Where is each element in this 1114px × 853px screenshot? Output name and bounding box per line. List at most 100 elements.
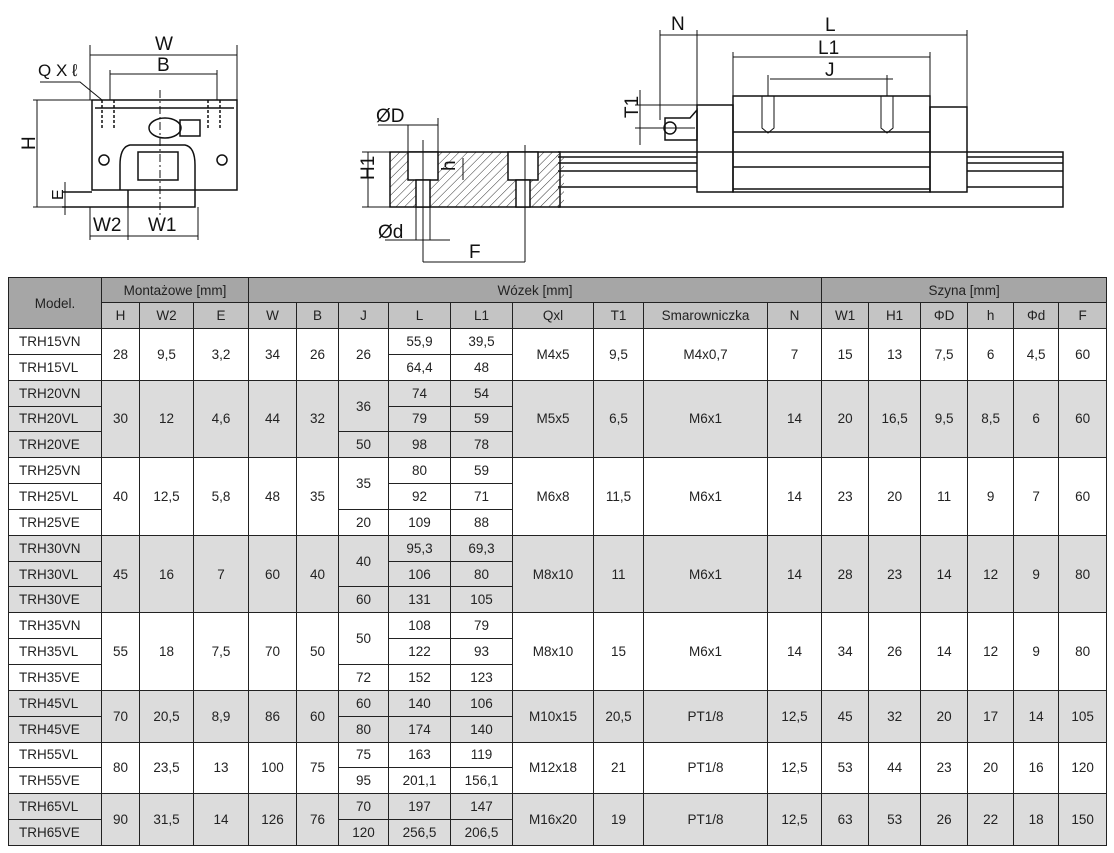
model-cell: TRH30VN bbox=[8, 534, 102, 562]
cell-e: 7 bbox=[193, 534, 249, 614]
cell-j: 120 bbox=[338, 819, 389, 846]
cell-l: 106 bbox=[388, 560, 451, 588]
cell-smarowniczka: M4x0,7 bbox=[643, 328, 768, 381]
cell-qxl: M12x18 bbox=[512, 741, 594, 795]
cell-f: 80 bbox=[1058, 534, 1108, 614]
cell-j: 50 bbox=[338, 612, 389, 665]
header-model: Model. bbox=[8, 277, 102, 329]
cell-h: 40 bbox=[101, 457, 140, 536]
model-cell: TRH30VL bbox=[8, 560, 102, 588]
model-cell: TRH20VL bbox=[8, 405, 102, 433]
cell-w: 126 bbox=[248, 793, 297, 846]
cell-h: 6 bbox=[967, 328, 1015, 381]
cell-rh1: 16,5 bbox=[868, 379, 922, 459]
table-row: TRH45VE 80 174 140 bbox=[8, 715, 1107, 743]
cell-w: 100 bbox=[248, 741, 297, 795]
specification-table: Model. Montażowe [mm] Wózek [mm] Szyna [… bbox=[8, 277, 1108, 846]
cell-e: 14 bbox=[193, 793, 249, 846]
cell-qxl: M10x15 bbox=[512, 689, 594, 743]
cell-w2: 18 bbox=[139, 612, 194, 691]
cell-qxl: M16x20 bbox=[512, 793, 594, 846]
model-group: TRH55VL 80 23,5 13 100 75 75 163 119 M12x18 21 PT1/… bbox=[8, 741, 1108, 795]
cell-j: 72 bbox=[338, 663, 389, 691]
cell-b: 32 bbox=[296, 379, 339, 459]
column-header: Qxl bbox=[512, 302, 594, 329]
cell-h: 90 bbox=[101, 793, 140, 846]
label-L1: L1 bbox=[818, 38, 839, 59]
cell-w: 70 bbox=[248, 612, 297, 691]
cell-l1: 156,1 bbox=[450, 767, 513, 795]
model-group: TRH25VN 40 12,5 5,8 48 35 35 80 59 M6x8 11,5 M6x1 14… bbox=[8, 457, 1108, 536]
cell-l: 152 bbox=[388, 663, 451, 691]
label-T1: T1 bbox=[622, 96, 643, 118]
cell-h: 17 bbox=[967, 689, 1015, 743]
cell-b: 50 bbox=[296, 612, 339, 691]
column-header: E bbox=[193, 302, 249, 329]
model-group: TRH65VL 90 31,5 14 126 76 70 197 147 M16x20 19 PT1/… bbox=[8, 793, 1108, 846]
cell-l1: 105 bbox=[450, 586, 513, 614]
column-header: Smarowniczka bbox=[643, 302, 768, 329]
cell-l: 98 bbox=[388, 431, 451, 459]
cell-w: 48 bbox=[248, 457, 297, 536]
cell-w2: 9,5 bbox=[139, 328, 194, 381]
model-group: TRH20VN 30 12 4,6 44 32 36 74 54 M5x5 6,5 M6x1 14 20 1… bbox=[8, 379, 1108, 459]
cell-f: 105 bbox=[1058, 689, 1108, 743]
cell-phid: 14 bbox=[920, 534, 969, 614]
cell-phid: 11 bbox=[920, 457, 969, 536]
cell-l1: 206,5 bbox=[450, 819, 513, 846]
table-row: TRH35VE 72 152 123 bbox=[8, 663, 1107, 691]
cell-phid: 26 bbox=[920, 793, 969, 846]
model-group: TRH35VN 55 18 7,5 70 50 50 108 79 M8x10 15 M6x1 14 34… bbox=[8, 612, 1108, 691]
column-header: J bbox=[338, 302, 389, 329]
cell-rh1: 32 bbox=[868, 689, 922, 743]
cell-l: 80 bbox=[388, 457, 451, 485]
cell-l: 64,4 bbox=[388, 353, 451, 381]
model-cell: TRH15VN bbox=[8, 328, 102, 355]
table-row: TRH20VE 50 98 78 bbox=[8, 431, 1107, 459]
cell-l1: 54 bbox=[450, 379, 513, 407]
side-view-drawing bbox=[556, 30, 1064, 208]
column-header: H bbox=[101, 302, 140, 329]
cell-l: 74 bbox=[388, 379, 451, 407]
cell-w: 34 bbox=[248, 328, 297, 381]
cell-w2: 20,5 bbox=[139, 689, 194, 743]
cell-rh1: 53 bbox=[868, 793, 922, 846]
cell-smarowniczka: PT1/8 bbox=[643, 793, 768, 846]
rail-section-drawing bbox=[362, 118, 561, 263]
cell-h: 28 bbox=[101, 328, 140, 381]
table-row: TRH20VN 30 12 4,6 44 32 36 74 54 M5x5 6,5 M6x1 14 20 1… bbox=[8, 379, 1108, 459]
table-row: TRH65VL 90 31,5 14 126 76 70 197 147 M16x20 19 PT1/… bbox=[8, 793, 1108, 846]
table-row: TRH15VN 28 9,5 3,2 34 26 26 55,9 39,5 M4x5 9,5 M4x0… bbox=[8, 328, 1108, 381]
cell-qxl: M6x8 bbox=[512, 457, 594, 536]
cell-t1: 11,5 bbox=[593, 457, 644, 536]
model-cell: TRH35VN bbox=[8, 612, 102, 640]
cell-l1: 93 bbox=[450, 638, 513, 665]
cell-phid: 18 bbox=[1013, 793, 1060, 846]
cell-h: 8,5 bbox=[967, 379, 1015, 459]
label-J: J bbox=[825, 60, 835, 81]
cell-l1: 147 bbox=[450, 793, 513, 821]
cell-l1: 39,5 bbox=[450, 328, 513, 355]
cell-l1: 123 bbox=[450, 663, 513, 691]
cell-rw1: 63 bbox=[821, 793, 870, 846]
cell-phid: 14 bbox=[1013, 689, 1060, 743]
cell-l: 95,3 bbox=[388, 534, 451, 562]
cell-j: 80 bbox=[338, 715, 389, 743]
label-QxL: Q X ℓ bbox=[38, 61, 78, 80]
table-row: TRH25VN 40 12,5 5,8 48 35 35 80 59 M6x8 11,5 M6x1 14… bbox=[8, 457, 1108, 536]
cell-j: 20 bbox=[338, 508, 389, 536]
cell-phid: 20 bbox=[920, 689, 969, 743]
model-cell: TRH45VE bbox=[8, 715, 102, 743]
cell-rh1: 44 bbox=[868, 741, 922, 795]
cell-l: 108 bbox=[388, 612, 451, 640]
table-row: TRH30VE 60 131 105 bbox=[8, 586, 1107, 614]
label-OD: ØD bbox=[376, 106, 405, 127]
cell-rw1: 45 bbox=[821, 689, 870, 743]
table-row: TRH35VN 55 18 7,5 70 50 50 108 79 M8x10 15 M6x1 14 34… bbox=[8, 612, 1108, 691]
cell-l: 55,9 bbox=[388, 328, 451, 355]
cell-l1: 106 bbox=[450, 689, 513, 717]
model-group: TRH30VN 45 16 7 60 40 40 95,3 69,3 M8x10 11 M6x1 14 2… bbox=[8, 534, 1108, 614]
cell-b: 26 bbox=[296, 328, 339, 381]
model-cell: TRH65VE bbox=[8, 819, 102, 846]
label-W1: W1 bbox=[148, 215, 177, 236]
